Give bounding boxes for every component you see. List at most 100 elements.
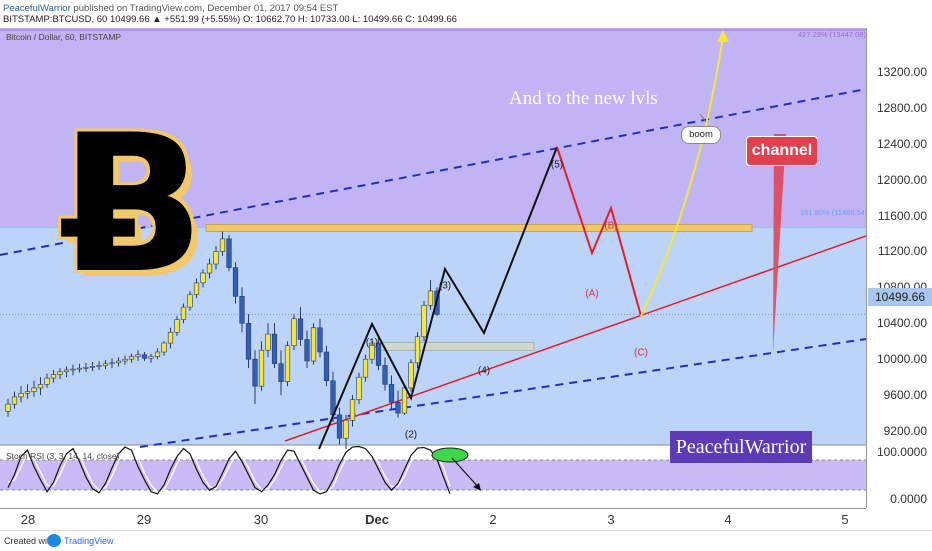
- resistance-box: [205, 224, 753, 233]
- candle-body: [50, 374, 57, 379]
- candle-body: [310, 327, 317, 362]
- wave-label: (B): [604, 220, 618, 232]
- boom-pointer: [699, 113, 707, 123]
- candle-body: [63, 369, 70, 373]
- candle-body: [382, 365, 388, 385]
- price-tick-label: 12800.00: [876, 100, 927, 115]
- candle-body: [180, 306, 187, 320]
- correction-wave: [556, 146, 642, 317]
- rsi-tick-label: 0.0000: [890, 492, 927, 506]
- candle-body: [206, 263, 213, 274]
- candle-body: [115, 360, 122, 364]
- candle-body: [57, 371, 63, 375]
- price-tick-label: 11200.00: [877, 244, 927, 259]
- candle-body: [278, 363, 284, 382]
- candle-body: [96, 365, 102, 367]
- wave-label: (5): [550, 159, 564, 171]
- candle-body: [76, 367, 83, 370]
- candle-body: [102, 363, 109, 366]
- tradingview-link[interactable]: TradingView: [64, 536, 114, 546]
- candle-body: [232, 267, 239, 297]
- candle-body: [343, 419, 349, 439]
- candle-body: [252, 358, 258, 387]
- channel-lower-line: [139, 338, 866, 448]
- wave-label: (A): [585, 288, 599, 300]
- price-tick-label: 12400.00: [876, 136, 927, 151]
- publish-info: PeacefulWarrior published on TradingView…: [3, 3, 338, 14]
- price-axis[interactable]: 9200.009600.0010000.0010400.0010800.0011…: [866, 28, 932, 508]
- candle-body: [11, 396, 18, 405]
- candle-body: [193, 282, 200, 295]
- publish-text: published on TradingView.com, December 0…: [73, 3, 339, 14]
- fib-label-top: 427.29% (13447.08): [798, 30, 866, 39]
- fib-label-mid: 161.80% (11466.54): [800, 208, 866, 217]
- channel-callout-pointer: [773, 134, 786, 353]
- stoch-rsi-k-line: [7, 445, 451, 495]
- candle-body: [70, 368, 76, 371]
- candle-body: [414, 336, 421, 364]
- candle-body: [89, 366, 96, 368]
- wave-label: (4): [477, 365, 491, 377]
- rsi-tick-label: 100.0000: [876, 445, 927, 459]
- candle-body: [323, 351, 330, 382]
- candle-body: [5, 403, 11, 412]
- candle-body: [375, 342, 382, 366]
- price-tick-label: 9600.00: [883, 388, 927, 403]
- candle-body: [226, 238, 232, 268]
- stoch-rsi-d-line: [7, 446, 451, 494]
- candle-body: [336, 414, 343, 439]
- upper-zone-bg: [0, 28, 866, 228]
- price-tick-label: 9200.00: [883, 424, 927, 439]
- current-price-tag: 10499.66: [868, 288, 932, 306]
- wave-label: (3): [438, 280, 452, 292]
- wave-label: (1): [365, 337, 379, 349]
- candle-body: [154, 351, 161, 357]
- price-tick-label: 10000.00: [876, 352, 927, 367]
- candle-body: [37, 384, 44, 389]
- candle-body: [284, 345, 291, 382]
- candle-body: [174, 319, 180, 333]
- tradingview-logo-icon[interactable]: [47, 534, 61, 547]
- author-watermark: PeacefulWarrior: [670, 431, 812, 463]
- price-tick-label: 10400.00: [876, 316, 927, 331]
- candle-body: [401, 387, 408, 414]
- time-axis[interactable]: 28 29 30 Dec 2 3 4 5: [0, 508, 866, 531]
- bitcoin-logo-icon: Ƀ: [60, 94, 205, 315]
- candle-body: [297, 318, 304, 340]
- candle-body: [83, 366, 89, 369]
- time-tick-label: 30: [253, 512, 269, 527]
- candle-body: [44, 377, 50, 385]
- annotation-boom: boom: [681, 126, 721, 144]
- time-tick-label: 5: [841, 512, 849, 527]
- price-tick-label: 11600.00: [877, 208, 927, 223]
- candle-body: [388, 384, 395, 403]
- candle-body: [239, 296, 245, 324]
- candle-body: [148, 356, 154, 359]
- wave-label: (2): [404, 429, 418, 441]
- time-tick-label: 29: [136, 512, 152, 527]
- candle-body: [265, 333, 271, 351]
- lower-zone-bg: [0, 227, 866, 445]
- candle-body: [161, 342, 167, 353]
- candle-body: [369, 342, 375, 360]
- candle-body: [258, 349, 265, 387]
- red-trend-line: [284, 235, 866, 442]
- candle-body: [317, 327, 323, 353]
- author-link[interactable]: PeacefulWarrior: [3, 3, 71, 14]
- candle-body: [421, 305, 427, 338]
- candle-body: [356, 376, 362, 400]
- annotation-channel: channel: [746, 136, 818, 166]
- candle-body: [122, 358, 128, 362]
- rsi-projection-arrowhead: [473, 483, 481, 491]
- candle-body: [291, 318, 297, 347]
- stoch-rsi-legend: Stoch RSI (3, 3, 14, 14, close): [6, 451, 120, 461]
- candle-body: [427, 290, 434, 306]
- chart-plot-area[interactable]: Ƀ And to the new lvls boom channel Peace…: [0, 28, 866, 508]
- projection-arrowhead: [717, 30, 729, 42]
- candle-body: [349, 399, 356, 421]
- price-chart[interactable]: [0, 28, 866, 508]
- candle-body: [109, 362, 115, 365]
- candle-body: [200, 272, 206, 284]
- price-tick-label: 12000.00: [876, 172, 927, 187]
- price-tick-label: 13200.00: [876, 64, 927, 79]
